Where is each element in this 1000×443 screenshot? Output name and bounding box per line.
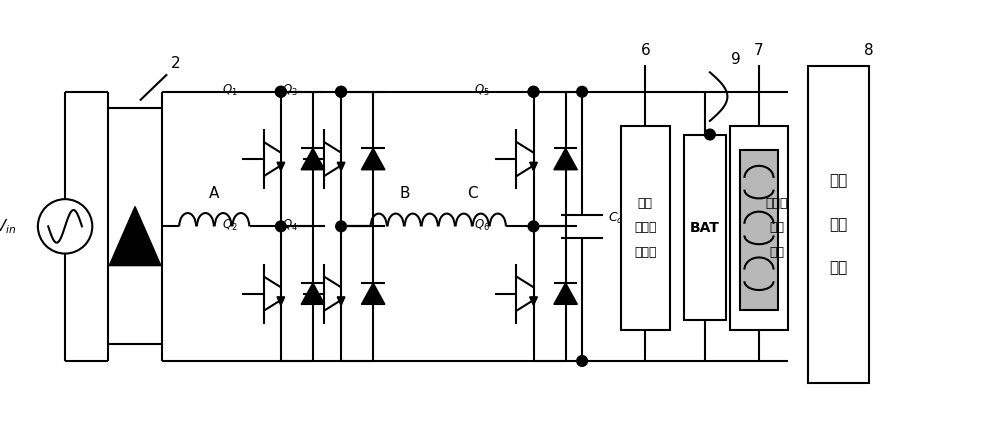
Text: $Q_2$: $Q_2$: [222, 218, 237, 233]
Polygon shape: [301, 283, 325, 304]
Text: 集模块: 集模块: [634, 245, 657, 259]
Circle shape: [528, 86, 539, 97]
Polygon shape: [361, 283, 385, 304]
Polygon shape: [554, 148, 577, 170]
Text: C: C: [467, 186, 478, 201]
Circle shape: [275, 86, 286, 97]
Polygon shape: [277, 162, 285, 171]
Polygon shape: [277, 297, 285, 305]
Bar: [684, 136, 726, 320]
Text: 电池: 电池: [829, 173, 847, 188]
Polygon shape: [530, 162, 537, 171]
Text: $Q_6$: $Q_6$: [474, 218, 490, 233]
Text: $Q_4$: $Q_4$: [282, 218, 298, 233]
Text: 9: 9: [731, 52, 741, 67]
Text: A: A: [209, 186, 219, 201]
Text: BAT: BAT: [690, 221, 720, 235]
Text: 电池采: 电池采: [634, 222, 657, 234]
Polygon shape: [301, 148, 325, 170]
Bar: [621, 126, 670, 330]
Circle shape: [577, 356, 587, 366]
Text: $Q_3$: $Q_3$: [282, 83, 298, 98]
Text: 动力: 动力: [638, 197, 653, 210]
Text: $Q_1$: $Q_1$: [222, 83, 237, 98]
Bar: [808, 66, 869, 383]
Text: 管理: 管理: [769, 222, 784, 234]
Text: 2: 2: [171, 56, 181, 71]
Polygon shape: [530, 297, 537, 305]
Text: 系统: 系统: [829, 260, 847, 276]
Text: 管理: 管理: [829, 217, 847, 232]
Circle shape: [336, 221, 346, 232]
Text: 8: 8: [864, 43, 874, 58]
Circle shape: [528, 221, 539, 232]
Circle shape: [577, 86, 587, 97]
Polygon shape: [337, 297, 345, 305]
Text: 7: 7: [754, 43, 764, 58]
Polygon shape: [109, 206, 161, 266]
Text: B: B: [399, 186, 410, 201]
Text: $V_{in}$: $V_{in}$: [0, 217, 16, 236]
Bar: [730, 126, 788, 330]
Text: $Q_5$: $Q_5$: [474, 83, 490, 98]
Polygon shape: [361, 148, 385, 170]
Circle shape: [705, 129, 715, 140]
Bar: [740, 150, 778, 311]
Circle shape: [275, 221, 286, 232]
Circle shape: [336, 86, 346, 97]
Circle shape: [528, 86, 539, 97]
Polygon shape: [337, 162, 345, 171]
Text: 6: 6: [640, 43, 650, 58]
Bar: [108, 108, 162, 345]
Circle shape: [275, 86, 286, 97]
Text: 热控制: 热控制: [765, 197, 788, 210]
Circle shape: [336, 86, 346, 97]
Text: $C_{out}$: $C_{out}$: [608, 211, 634, 226]
Text: 单元: 单元: [769, 245, 784, 259]
Polygon shape: [554, 283, 577, 304]
